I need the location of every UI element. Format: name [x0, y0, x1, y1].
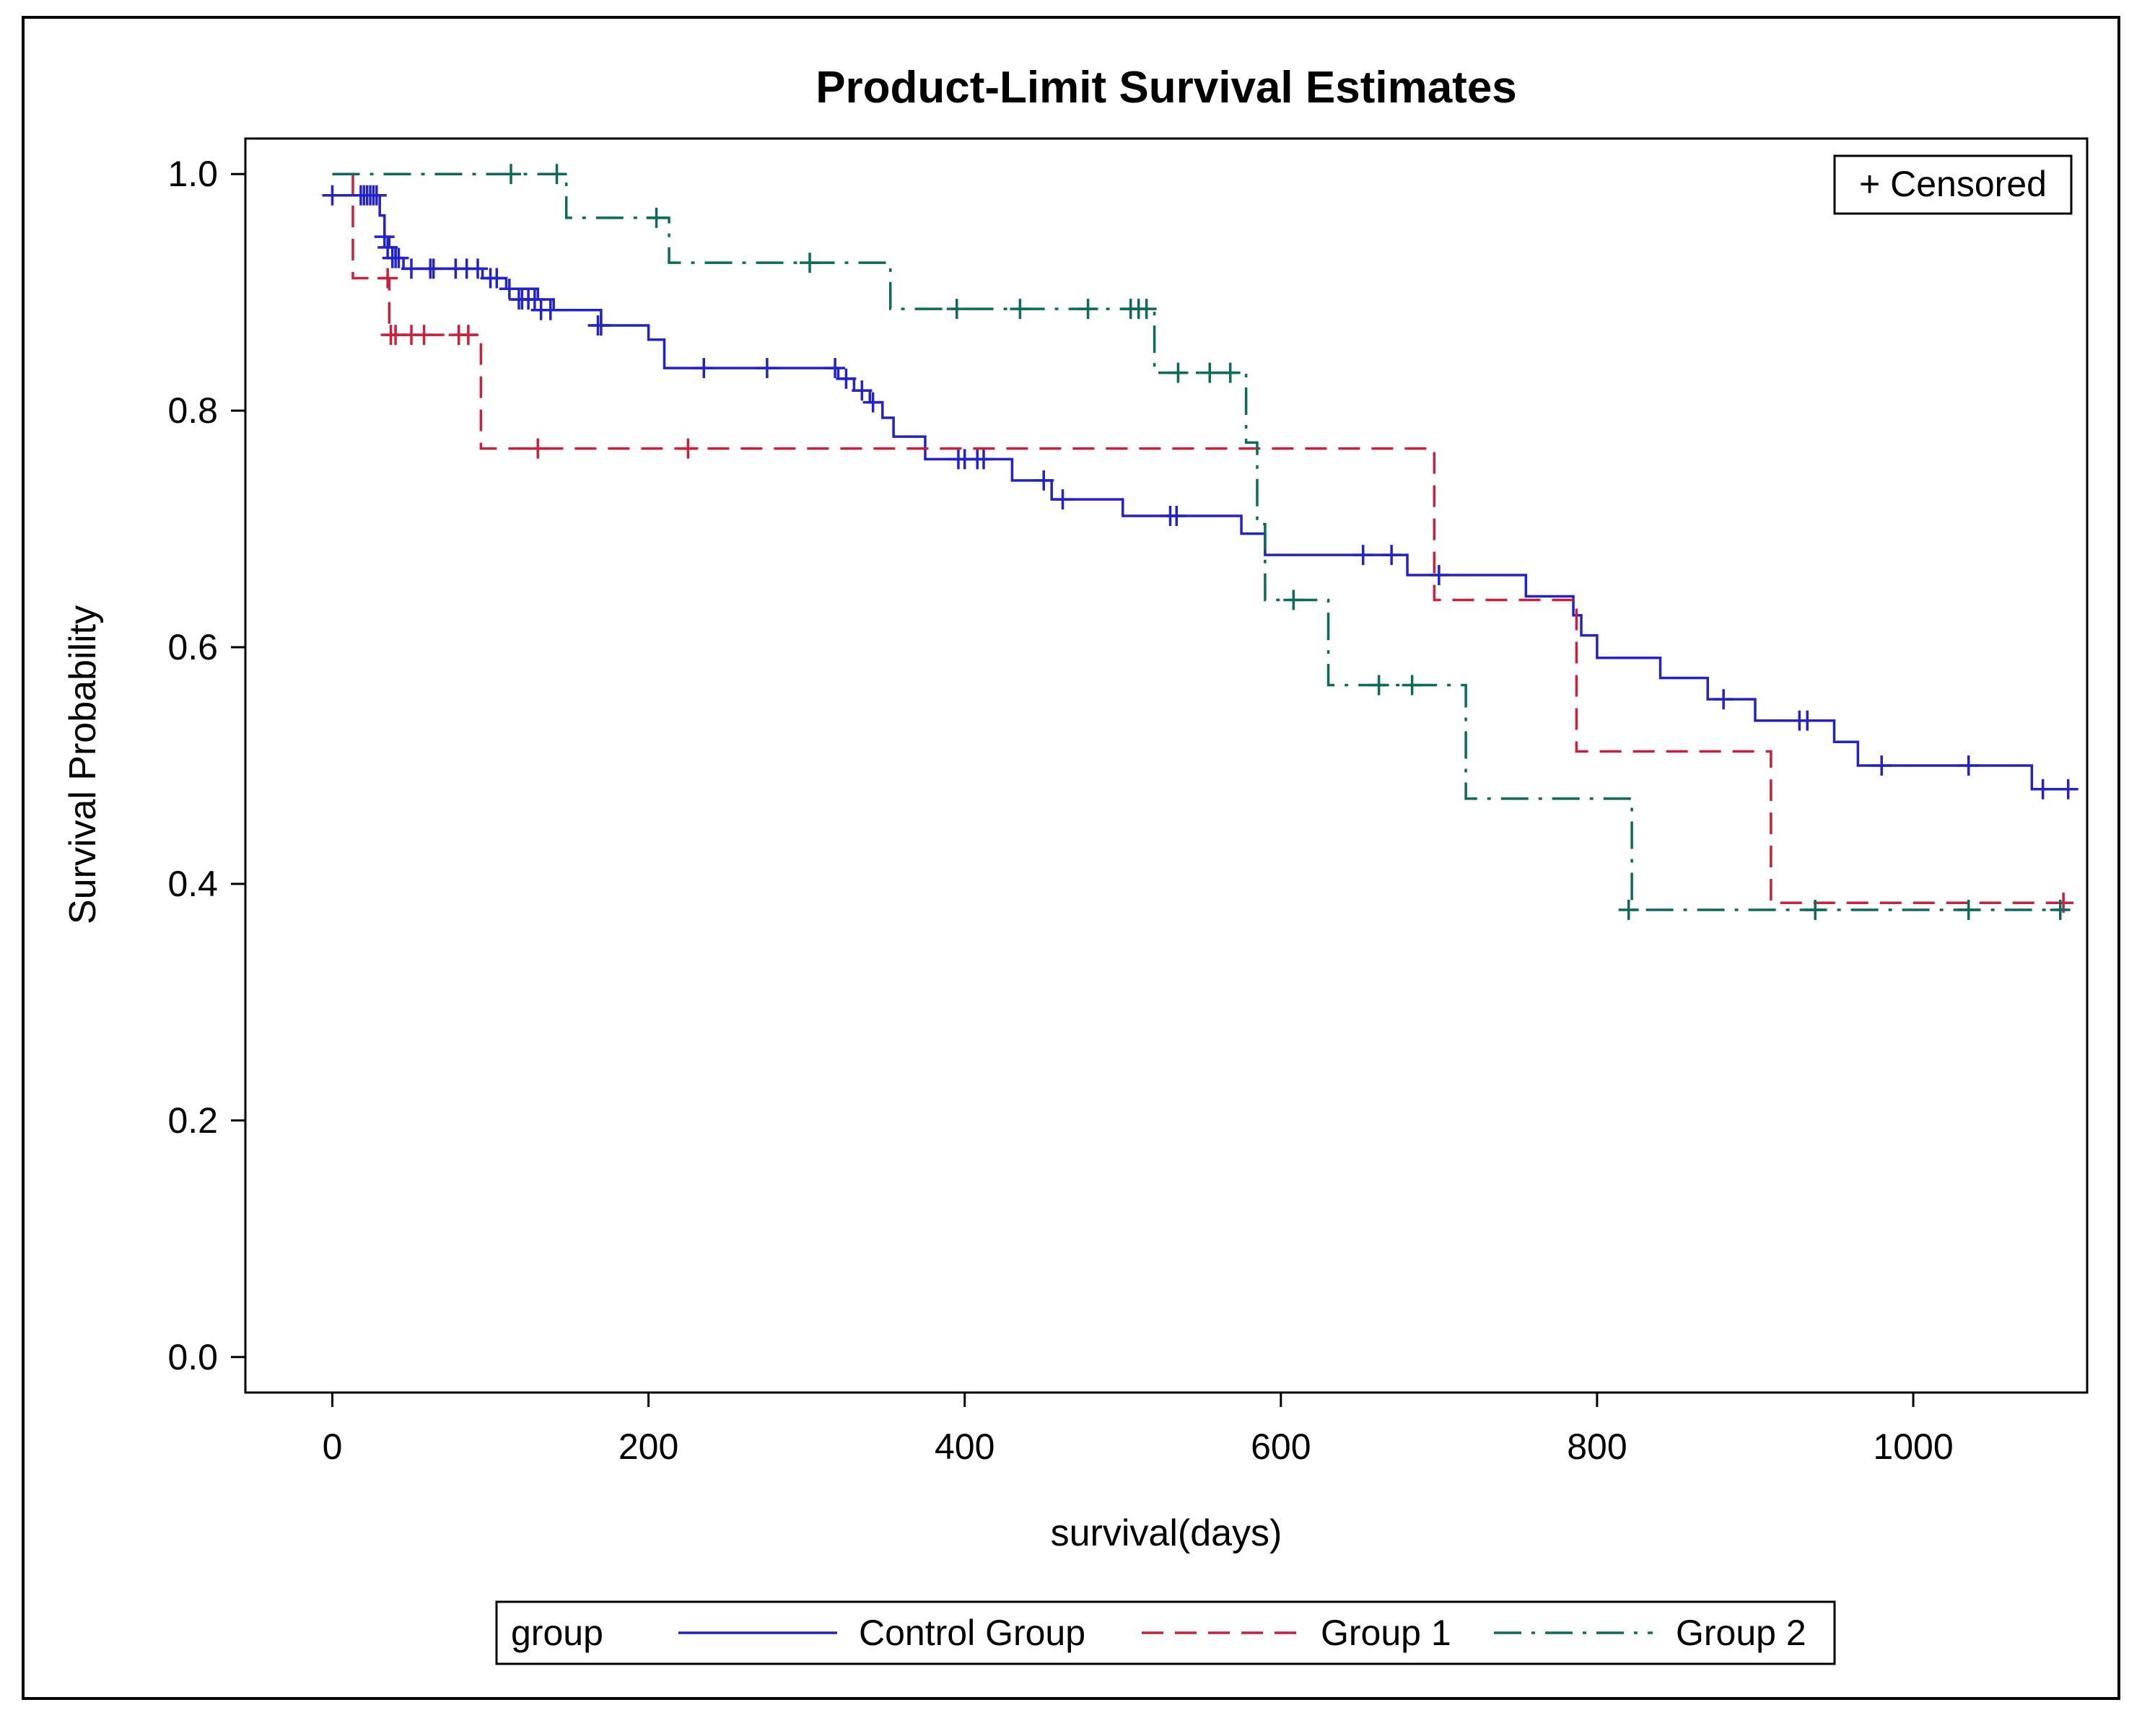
- legend-title: group: [511, 1613, 603, 1653]
- censor-mark: [1805, 900, 1826, 921]
- censor-mark: [946, 299, 967, 320]
- censor-mark: [2032, 779, 2053, 799]
- censor-mark: [694, 358, 714, 379]
- censor-mark: [499, 279, 520, 299]
- legend-entry-3: Group 2: [1494, 1613, 1806, 1653]
- censor-mark: [377, 268, 398, 289]
- censor-mark: [756, 358, 777, 379]
- y-tick-label: 0.4: [167, 864, 218, 904]
- censor-mark: [377, 237, 398, 258]
- x-tick-label: 400: [935, 1426, 994, 1467]
- censor-legend: + Censored: [1833, 154, 2073, 215]
- series-2: [351, 172, 2074, 913]
- censor-mark: [1713, 689, 1734, 710]
- censor-mark: [1871, 755, 1892, 776]
- y-tick-label: 0.6: [167, 627, 218, 667]
- censor-mark: [973, 449, 994, 470]
- censor-mark: [1428, 565, 1449, 586]
- censor-mark: [1136, 299, 1157, 320]
- censor-mark: [528, 438, 548, 459]
- legend-label: Group 2: [1676, 1613, 1806, 1653]
- y-tick-label: 0.8: [167, 390, 218, 431]
- censor-mark: [1958, 755, 1979, 776]
- censor-mark: [1077, 299, 1098, 320]
- x-axis-label: survival(days): [1051, 1512, 1282, 1554]
- censor-mark: [423, 258, 444, 279]
- censor-mark: [1352, 545, 1373, 566]
- legend-entry-2: Group 1: [1142, 1613, 1451, 1653]
- censor-mark: [546, 164, 567, 185]
- series-line: [332, 172, 2067, 911]
- group-legend: group Control Group Group 1 Group 2: [495, 1600, 1836, 1665]
- outer-frame: [22, 16, 2120, 1700]
- censor-mark: [825, 358, 846, 379]
- series-line: [351, 172, 2067, 904]
- censor-mark: [1958, 900, 1979, 921]
- censor-mark: [646, 207, 667, 228]
- censor-mark: [2058, 779, 2078, 799]
- censor-mark: [388, 247, 409, 268]
- axes: 0 200 400 600 800 1000 0.0 0.2 0.4 0.6 0.8 1.0: [167, 154, 1953, 1467]
- censor-mark: [1052, 489, 1073, 510]
- censor-mark: [1220, 362, 1241, 383]
- series-line: [332, 193, 2067, 791]
- legend-label: Control Group: [859, 1613, 1085, 1653]
- legend-label: Group 1: [1321, 1613, 1451, 1653]
- censor-mark: [1010, 299, 1031, 320]
- x-tick-label: 800: [1567, 1426, 1627, 1467]
- chart-title: Product-Limit Survival Estimates: [816, 63, 1517, 113]
- series-3: [332, 164, 2071, 921]
- censor-mark: [1618, 900, 1639, 921]
- censor-mark: [1797, 710, 1818, 731]
- censor-mark: [800, 253, 821, 273]
- censor-mark: [322, 185, 343, 206]
- censor-mark: [401, 258, 422, 279]
- censor-mark: [1283, 589, 1304, 610]
- censor-mark: [1199, 362, 1220, 383]
- censor-mark: [524, 289, 545, 310]
- series-1: [322, 185, 2078, 799]
- censor-mark: [1033, 470, 1054, 491]
- censor-mark: [458, 325, 478, 346]
- censor-mark: [2050, 900, 2071, 921]
- legend-entry-1: Control Group: [678, 1613, 1085, 1653]
- censor-mark: [852, 380, 873, 401]
- plot-area: [244, 137, 2089, 1394]
- censor-mark: [1368, 675, 1389, 696]
- y-tick-label: 1.0: [167, 154, 218, 194]
- censor-mark: [678, 438, 699, 459]
- censor-mark: [1381, 545, 1402, 566]
- y-tick-label: 0.2: [167, 1100, 218, 1141]
- censor-mark: [414, 325, 434, 346]
- x-tick-label: 1000: [1873, 1426, 1953, 1467]
- censor-mark: [836, 368, 857, 389]
- censor-mark: [862, 392, 883, 413]
- censor-mark: [486, 268, 507, 289]
- censor-mark: [1402, 675, 1422, 696]
- censor-legend-label: + Censored: [1859, 164, 2047, 204]
- y-axis-label: Survival Probability: [62, 605, 104, 924]
- censor-mark: [1168, 362, 1189, 383]
- plot-frame: [244, 137, 2089, 1394]
- x-tick-label: 200: [618, 1426, 678, 1467]
- y-tick-label: 0.0: [167, 1337, 218, 1377]
- censor-mark: [374, 227, 395, 247]
- censor-mark: [1166, 506, 1187, 527]
- censor-mark: [468, 258, 489, 279]
- censor-mark: [366, 185, 387, 206]
- censor-legend-box: [1833, 154, 2073, 215]
- censor-mark: [540, 299, 561, 320]
- series-lines: [322, 164, 2078, 921]
- censor-mark: [590, 315, 611, 336]
- censor-mark: [501, 164, 522, 185]
- x-tick-label: 600: [1251, 1426, 1311, 1467]
- x-tick-label: 0: [323, 1426, 343, 1467]
